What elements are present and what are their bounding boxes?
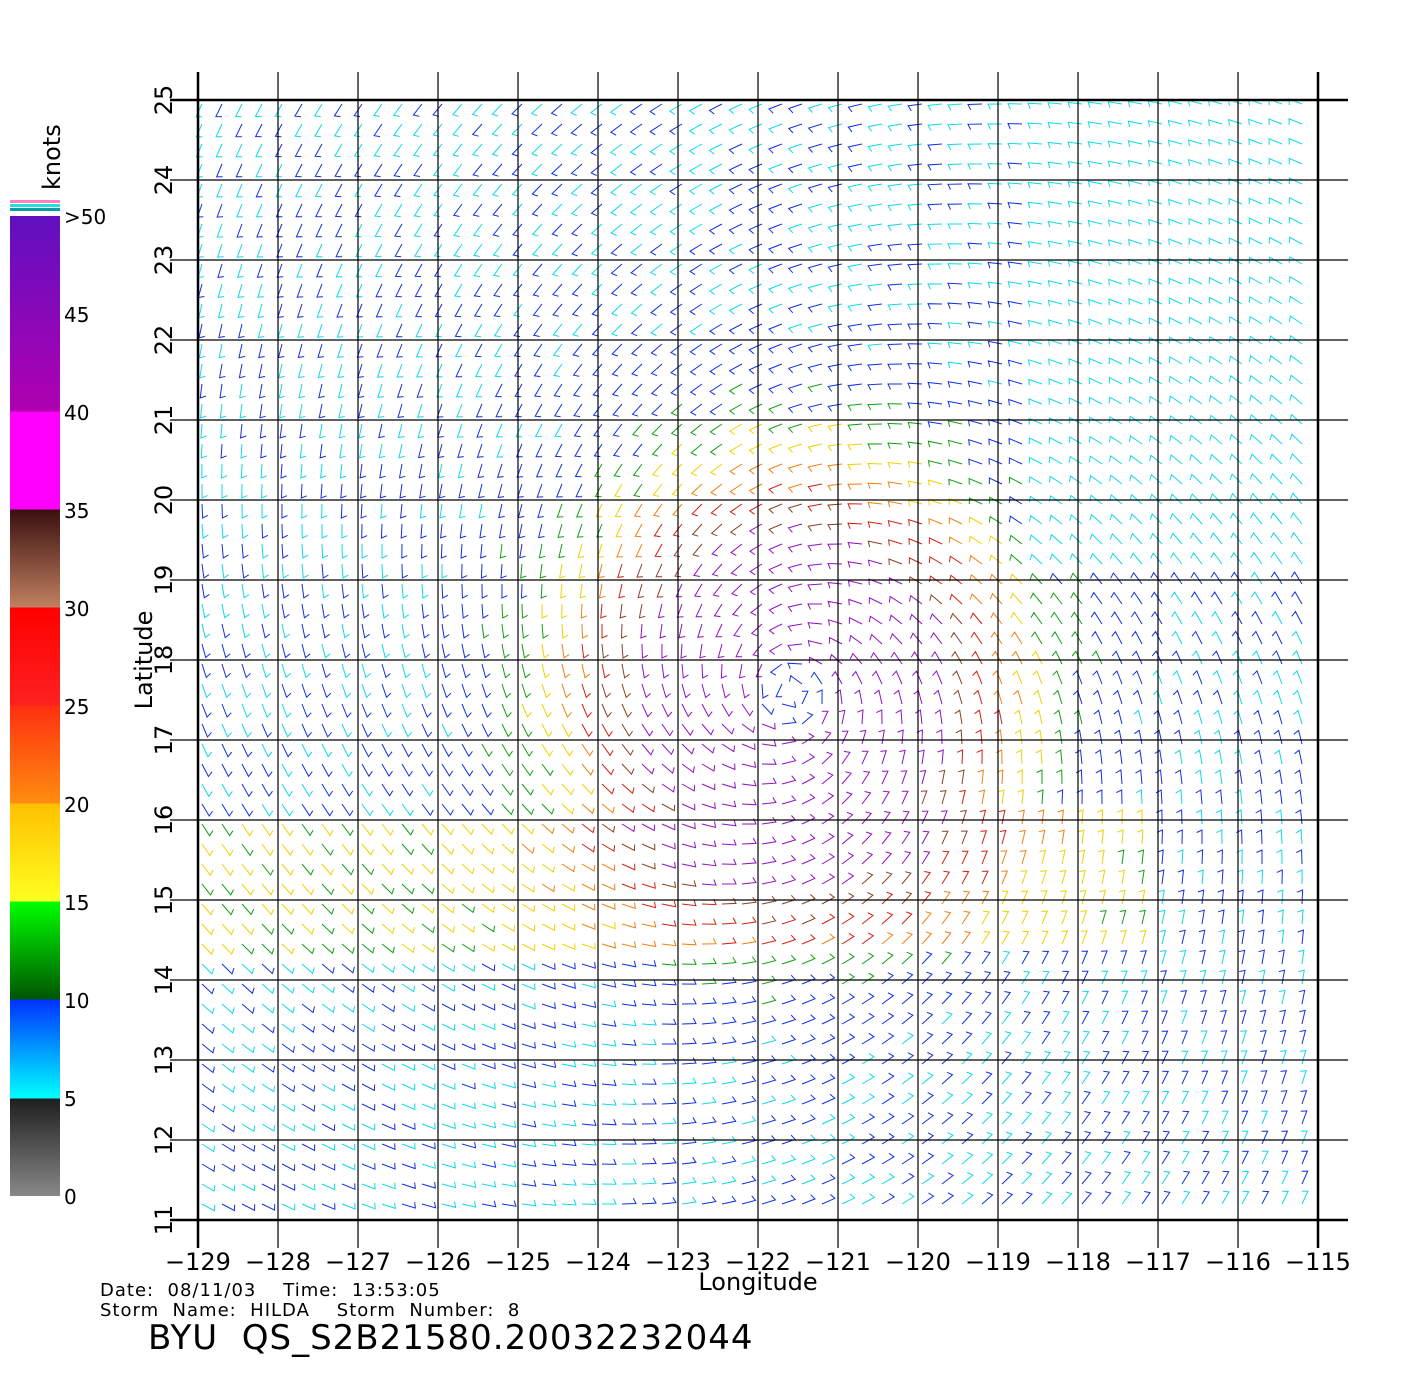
y-tick-label: 23	[150, 245, 178, 276]
colorbar-label: 15	[64, 891, 89, 915]
colorbar-cap	[10, 208, 60, 211]
colorbar-label: 45	[64, 303, 89, 327]
colorbar	[10, 200, 60, 1196]
colorbar-title: knots	[38, 124, 66, 190]
x-tick-label: −124	[565, 1248, 631, 1276]
y-tick-label: 14	[150, 965, 178, 996]
y-axis-label: Latitude	[130, 611, 158, 710]
wind-barb-group	[196, 103, 1309, 1212]
x-tick-label: −115	[1285, 1248, 1351, 1276]
wind-barb-group	[581, 483, 1007, 945]
wind-barb-group	[621, 523, 948, 886]
colorbar-label: 25	[64, 695, 89, 719]
wind-barb-group	[201, 423, 1147, 956]
x-tick-label: −128	[245, 1248, 311, 1276]
file-name: BYU QS_S2B21580.20032232044	[148, 1318, 754, 1358]
y-tick-label: 19	[150, 565, 178, 596]
wind-barb-group	[201, 383, 1146, 1005]
colorbar-label: 0	[64, 1185, 77, 1209]
y-tick-label: 11	[150, 1205, 178, 1236]
storm-name-line: Storm Name: HILDA Storm Number: 8	[100, 1300, 521, 1321]
colorbar-label: 5	[64, 1087, 77, 1111]
y-tick-label: 16	[150, 805, 178, 836]
colorbar-cap	[10, 200, 60, 203]
y-tick-label: 18	[150, 645, 178, 676]
x-tick-label: −123	[645, 1248, 711, 1276]
x-tick-label: −117	[1125, 1248, 1191, 1276]
x-tick-label: −116	[1205, 1248, 1271, 1276]
colorbar-label: 10	[64, 989, 89, 1013]
wind-barb-group	[195, 98, 1309, 1212]
y-tick-label: 21	[150, 405, 178, 436]
wind-barbs	[195, 98, 1309, 1212]
colorbar-label: 40	[64, 401, 89, 425]
x-tick-label: −127	[325, 1248, 391, 1276]
colorbar-label: >50	[64, 205, 106, 229]
x-axis-label: Longitude	[698, 1268, 817, 1296]
x-tick-label: −119	[965, 1248, 1031, 1276]
y-tick-label: 20	[150, 485, 178, 516]
wind-barb-group	[521, 463, 1065, 949]
y-tick-label: 17	[150, 725, 178, 756]
y-tick-label: 12	[150, 1125, 178, 1156]
x-tick-label: −125	[485, 1248, 551, 1276]
wind-barb-group	[601, 503, 968, 925]
x-tick-label: −129	[165, 1248, 231, 1276]
colorbar-label: 35	[64, 499, 89, 523]
colorbar-cap	[10, 204, 60, 207]
grid-lines	[170, 72, 1348, 1248]
x-tick-labels: −129 −128 −127 −126 −125 −124 −123 −122 −121 −120…	[165, 1248, 1351, 1276]
x-tick-label: −122	[725, 1248, 791, 1276]
colorbar-gradient	[10, 216, 60, 1196]
y-tick-label: 22	[150, 325, 178, 356]
y-tick-labels: 11 12 13 14 15 16 17 18 19 20 21 22 23 24 25	[150, 85, 178, 1236]
y-tick-label: 24	[150, 165, 178, 196]
date-time-line: Date: 08/11/03 Time: 13:53:05	[100, 1280, 441, 1301]
x-tick-label: −120	[885, 1248, 951, 1276]
y-tick-label: 13	[150, 1045, 178, 1076]
colorbar-label: 20	[64, 793, 89, 817]
x-tick-label: −121	[805, 1248, 871, 1276]
x-tick-label: −126	[405, 1248, 471, 1276]
y-tick-label: 25	[150, 85, 178, 116]
x-tick-label: −118	[1045, 1248, 1111, 1276]
colorbar-labels: 0 5 10 15 20 25 30 35 40 45 >50	[64, 205, 106, 1209]
y-tick-label: 15	[150, 885, 178, 916]
colorbar-label: 30	[64, 597, 89, 621]
